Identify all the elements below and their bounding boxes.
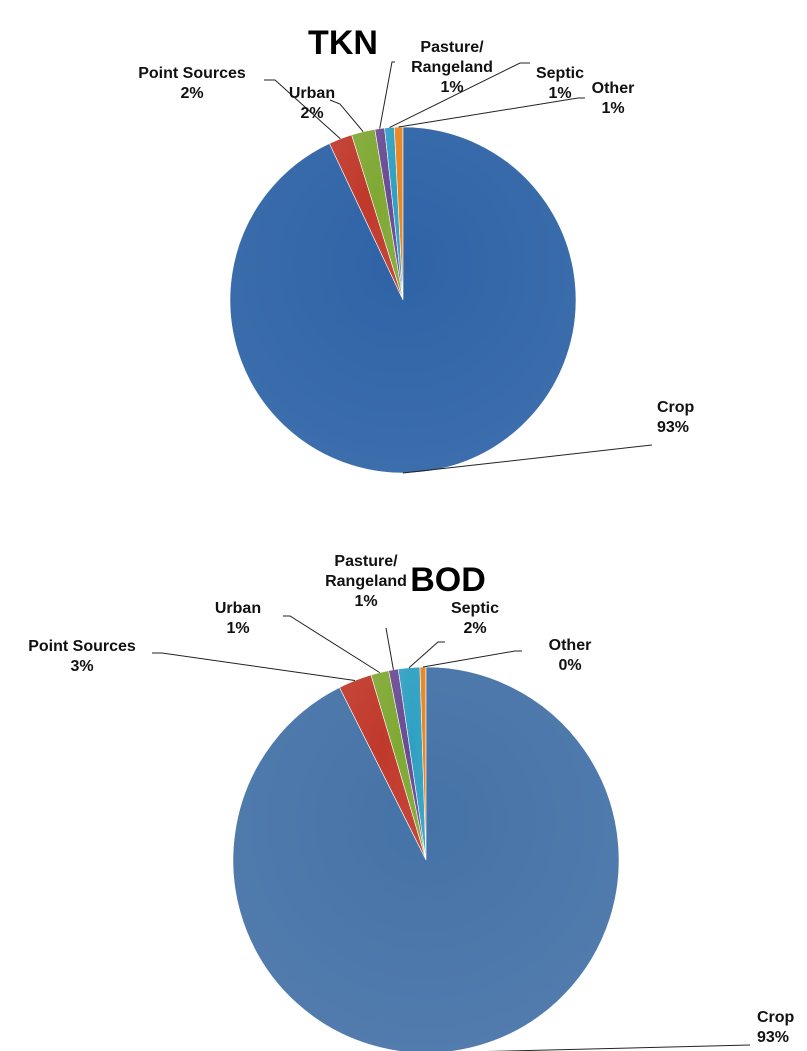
- leader-line-pasture-rangeland: [385, 627, 394, 670]
- leader-line-crop: [402, 444, 653, 474]
- slice-label-point-sources: Point Sources 2%: [138, 65, 246, 102]
- slice-label-crop: Crop 93%: [757, 1009, 795, 1046]
- leader-line-urban: [283, 615, 381, 674]
- slice-label-point-sources: Point Sources 3%: [28, 638, 136, 675]
- leader-line-crop: [486, 1044, 751, 1051]
- pie-chart-tkn: TKN Crop 93% Point Sources 2% Urban 2% Pasture/…: [138, 24, 695, 474]
- leader-line-point-sources: [152, 652, 356, 682]
- leader-line-septic: [389, 62, 530, 128]
- pie-chart-bod: BOD Crop 93% Point Sources 3% Urban 1% Pasture/…: [28, 553, 795, 1051]
- slice-label-septic: Septic 1%: [536, 65, 584, 102]
- leader-line-urban: [329, 99, 364, 132]
- leader-line-point-sources: [264, 79, 341, 140]
- slice-label-pasture-rangeland: Pasture/Rangeland 1%: [325, 553, 407, 610]
- slice-crop: [232, 666, 620, 1051]
- slice-label-septic: Septic 2%: [451, 600, 499, 637]
- leader-line-pasture-rangeland: [379, 61, 395, 129]
- slice-label-other: Other 1%: [592, 80, 635, 117]
- slice-crop: [229, 126, 577, 474]
- slice-label-urban: Urban 1%: [215, 600, 261, 637]
- slice-label-other: Other 0%: [549, 637, 592, 674]
- chart-title: BOD: [410, 561, 486, 599]
- chart-title: TKN: [308, 24, 378, 62]
- leader-line-other: [422, 650, 522, 668]
- leader-line-other: [398, 97, 585, 128]
- slice-label-pasture-rangeland: Pasture/Rangeland 1%: [411, 39, 493, 96]
- slice-label-urban: Urban 2%: [289, 85, 335, 122]
- slice-label-crop: Crop 93%: [657, 399, 695, 436]
- leader-line-septic: [408, 641, 445, 669]
